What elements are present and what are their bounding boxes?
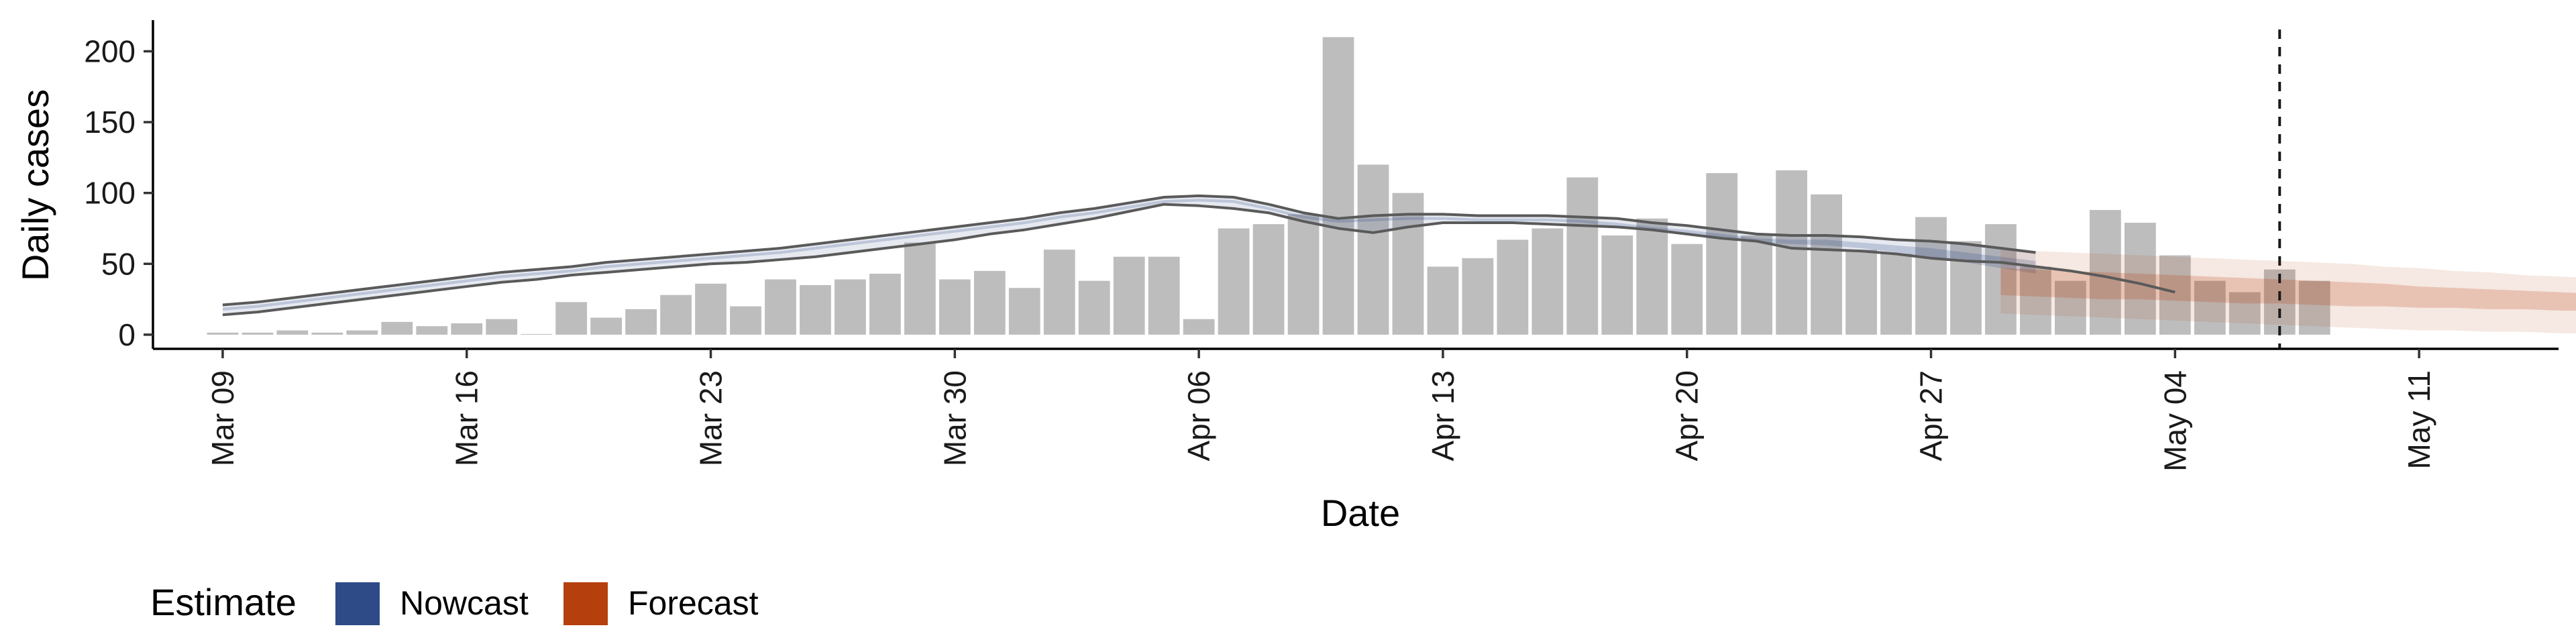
bar xyxy=(311,332,343,335)
bar xyxy=(1462,258,1494,335)
bar xyxy=(2055,280,2086,335)
bar xyxy=(2159,255,2191,335)
x-tick-label: Mar 09 xyxy=(205,370,240,466)
bar xyxy=(765,279,796,335)
x-tick-label: Apr 13 xyxy=(1426,370,1460,462)
bar xyxy=(241,332,274,335)
y-tick-label: 150 xyxy=(84,105,136,140)
bar xyxy=(1915,217,1947,335)
bar xyxy=(486,319,518,335)
forecast-outer-band xyxy=(2000,250,2576,333)
bar xyxy=(1845,250,1877,335)
bar xyxy=(695,283,727,335)
bar xyxy=(207,332,239,335)
bar xyxy=(1113,256,1145,335)
bar xyxy=(1322,37,1354,335)
y-tick-label: 0 xyxy=(118,317,136,352)
x-tick-label: May 04 xyxy=(2157,370,2192,472)
x-tick-label: Mar 30 xyxy=(937,370,972,466)
bar xyxy=(590,317,623,335)
bar xyxy=(451,323,483,335)
legend-label-forecast: Forecast xyxy=(628,584,759,622)
bar xyxy=(1218,228,1250,335)
legend: Estimate Nowcast Forecast xyxy=(150,581,759,625)
bar xyxy=(800,284,831,335)
bar xyxy=(555,302,588,335)
bar xyxy=(869,274,901,335)
nowcast-lower-line xyxy=(222,203,2176,317)
x-axis-title: Date xyxy=(1321,492,1400,534)
bar-series xyxy=(207,37,2330,335)
bar xyxy=(2298,280,2330,335)
bar xyxy=(1252,224,1285,335)
y-axis-title: Daily cases xyxy=(14,89,56,281)
bar xyxy=(381,321,413,335)
bar xyxy=(1880,254,1912,335)
bar xyxy=(1706,173,1738,335)
x-tick-label: Mar 16 xyxy=(449,370,484,466)
bar xyxy=(973,270,1006,335)
bar xyxy=(1008,288,1040,335)
x-tick-label: Apr 27 xyxy=(1914,370,1949,462)
bar xyxy=(2020,266,2051,335)
bar xyxy=(276,330,309,335)
y-ticks: 0 50 100 150 200 xyxy=(84,34,153,352)
legend-title: Estimate xyxy=(150,581,297,623)
bar xyxy=(1357,164,1389,335)
bar xyxy=(835,279,866,335)
bar xyxy=(2229,292,2261,335)
x-tick-label: Mar 23 xyxy=(694,370,729,466)
y-tick-label: 200 xyxy=(84,34,136,68)
bar xyxy=(2124,223,2156,335)
bar xyxy=(1392,193,1424,335)
x-tick-label: Apr 06 xyxy=(1181,370,1216,462)
bar xyxy=(521,333,553,335)
bar xyxy=(1671,244,1703,335)
forecast-inner-band xyxy=(2000,268,2576,311)
bar xyxy=(938,279,971,335)
bar xyxy=(1636,218,1668,335)
x-tick-label: Apr 20 xyxy=(1670,370,1705,462)
bar xyxy=(1427,266,1459,335)
bar xyxy=(660,294,692,335)
bar xyxy=(1950,241,1982,335)
axes: 0 50 100 150 200 Mar 09 Mar 16 Mar 23 Mar 30 Apr… xyxy=(84,20,2559,472)
x-tick-label: May 11 xyxy=(2402,370,2436,469)
nowcast-upper-line xyxy=(222,194,2036,307)
bar xyxy=(904,242,936,335)
bar xyxy=(1532,228,1564,335)
bar xyxy=(1078,280,1110,335)
bar xyxy=(1043,250,1075,335)
bar xyxy=(1601,235,1633,335)
bar xyxy=(1741,235,1773,335)
bar xyxy=(1183,319,1215,335)
x-ticks: Mar 09 Mar 16 Mar 23 Mar 30 Apr 06 Apr 13 Apr … xyxy=(205,349,2436,472)
bar xyxy=(625,309,657,335)
bar xyxy=(1566,177,1599,335)
y-tick-label: 100 xyxy=(84,176,136,211)
bar xyxy=(1287,214,1320,335)
legend-swatch-nowcast xyxy=(335,582,380,625)
bar xyxy=(416,326,448,335)
bar xyxy=(346,330,378,335)
bar xyxy=(2089,210,2121,335)
legend-label-nowcast: Nowcast xyxy=(400,584,529,622)
y-tick-label: 50 xyxy=(101,246,136,281)
bar xyxy=(1148,256,1180,335)
bar xyxy=(1497,239,1529,335)
bar xyxy=(1776,170,1808,335)
bar xyxy=(730,306,761,335)
bar xyxy=(1985,224,2017,335)
legend-swatch-forecast xyxy=(564,582,608,625)
bar xyxy=(2194,280,2226,335)
bar xyxy=(1811,194,1842,335)
estimate-lines xyxy=(222,194,2176,317)
